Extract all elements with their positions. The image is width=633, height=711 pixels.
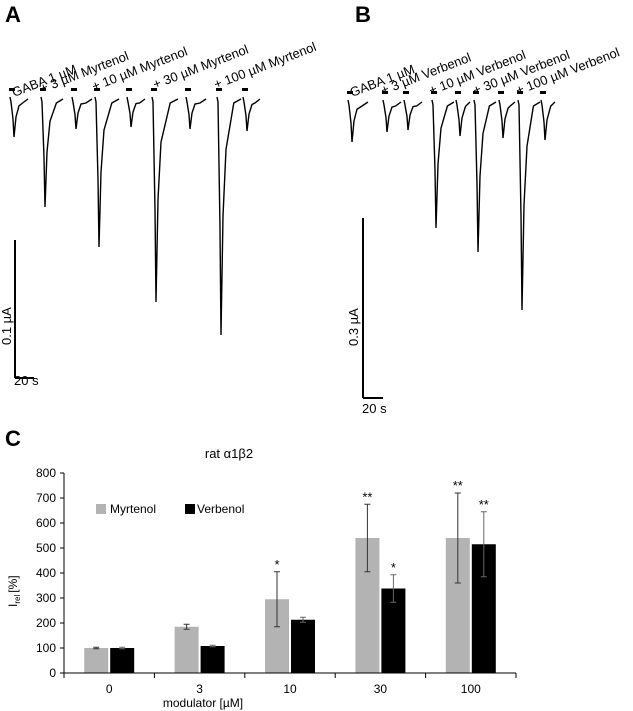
bar-verbenol xyxy=(110,648,135,673)
y-tick-label: 600 xyxy=(36,516,56,530)
y-tick-label: 500 xyxy=(36,541,56,555)
panel-b-scale-current-label: 0.3 µA xyxy=(346,308,361,346)
panel-b-letter: B xyxy=(355,2,371,27)
y-tick-label: 0 xyxy=(49,666,56,680)
significance-mark-myrtenol: ** xyxy=(453,478,463,493)
panel-a-label-5: + 100 µM Myrtenol xyxy=(212,39,319,92)
panel-a-application-marker xyxy=(126,88,132,91)
y-tick-label: 100 xyxy=(36,641,56,655)
legend-label-verbenol: Verbenol xyxy=(197,502,244,516)
panel-b-traces xyxy=(347,91,556,311)
legend: Myrtenol Verbenol xyxy=(96,502,244,516)
bar-myrtenol xyxy=(84,648,109,673)
y-axis-label-main: I xyxy=(6,604,20,607)
panel-c-letter: C xyxy=(5,426,21,451)
y-axis-label-tail: [%] xyxy=(6,575,20,592)
panel-b-current-trace xyxy=(347,99,556,311)
y-axis-label-sub: rel xyxy=(13,595,22,604)
panel-a-application-marker xyxy=(9,88,15,91)
panel-a-application-marker xyxy=(242,88,248,91)
y-tick-label: 700 xyxy=(36,491,56,505)
legend-label-myrtenol: Myrtenol xyxy=(110,502,156,516)
y-tick-label: 400 xyxy=(36,566,56,580)
panel-b-application-marker xyxy=(347,91,353,94)
panel-a-application-marker xyxy=(71,88,77,91)
panel-a-application-marker xyxy=(151,88,157,91)
legend-swatch-verbenol xyxy=(185,504,195,514)
y-axis: 0 100 200 300 400 500 600 700 800 xyxy=(36,466,65,680)
panel-a-application-marker xyxy=(40,88,46,91)
y-tick-label: 800 xyxy=(36,466,56,480)
panel-b-application-marker xyxy=(540,91,546,94)
panel-a-scale-time-label: 20 s xyxy=(14,373,39,388)
panel-a-application-marker xyxy=(185,88,191,91)
panel-a-traces xyxy=(9,88,261,336)
significance-mark-myrtenol: ** xyxy=(362,489,372,504)
y-tick-label: 300 xyxy=(36,591,56,605)
chart-title: rat α1β2 xyxy=(205,446,253,461)
bars: ******** xyxy=(84,478,496,673)
x-tick-label: 10 xyxy=(283,682,297,696)
panel-b-application-marker xyxy=(403,91,409,94)
x-axis-label: modulator [µM] xyxy=(163,696,243,710)
significance-mark-verbenol: ** xyxy=(479,497,489,512)
panel-b-application-marker xyxy=(517,91,523,94)
bar-verbenol xyxy=(200,646,225,673)
x-axis: 0 3 10 30 100 xyxy=(63,672,517,696)
bar-verbenol xyxy=(291,619,315,673)
panel-a-application-marker xyxy=(216,88,222,91)
panel-b-application-marker xyxy=(498,91,504,94)
traces-figure: GABA 1 µM + 3 µM Myrtenol + 10 µM Myrten… xyxy=(0,39,622,416)
panel-b-application-marker xyxy=(431,91,437,94)
x-tick-label: 100 xyxy=(461,682,481,696)
panel-b-application-marker xyxy=(382,91,388,94)
y-tick-label: 200 xyxy=(36,616,56,630)
panel-b-scale-time-label: 20 s xyxy=(362,401,387,416)
panel-a-letter: A xyxy=(5,2,21,27)
panel-b-application-marker xyxy=(455,91,461,94)
significance-mark-verbenol: * xyxy=(391,560,396,575)
legend-swatch-myrtenol xyxy=(96,504,106,514)
panel-a-current-trace xyxy=(9,96,261,336)
panel-a-application-marker xyxy=(94,88,100,91)
bar-myrtenol xyxy=(174,626,199,673)
y-axis-label: Irel [%] xyxy=(6,575,22,607)
panel-a-scale-current-label: 0.1 µA xyxy=(0,307,14,345)
panel-b-application-marker xyxy=(473,91,479,94)
x-tick-label: 30 xyxy=(374,682,388,696)
x-tick-label: 0 xyxy=(106,682,113,696)
significance-mark-myrtenol: * xyxy=(274,557,279,572)
x-tick-label: 3 xyxy=(196,682,203,696)
